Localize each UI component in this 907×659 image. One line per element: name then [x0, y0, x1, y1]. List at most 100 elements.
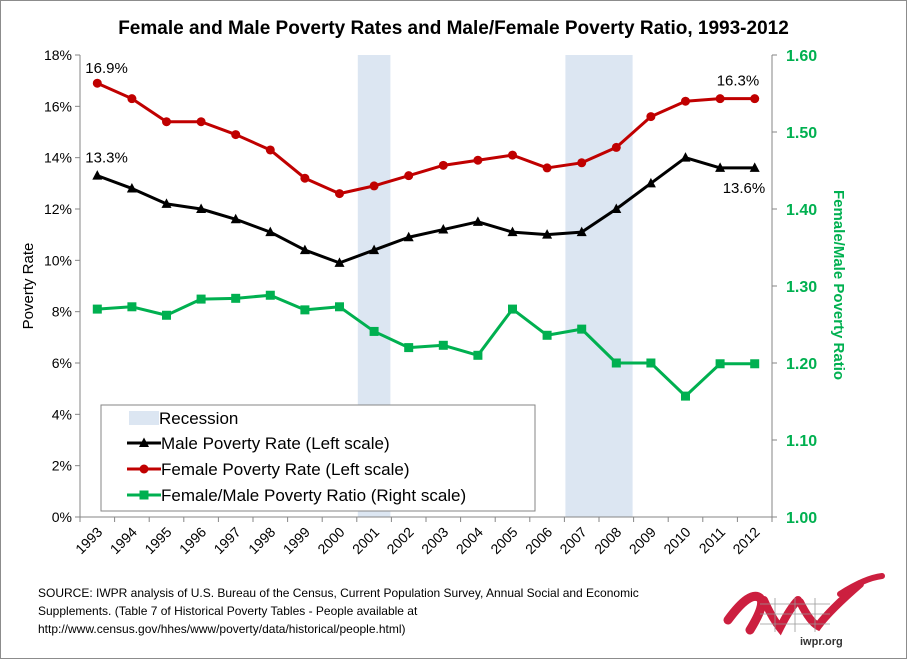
x-axis-tick-label: 1994	[107, 524, 140, 557]
data-label: 16.9%	[85, 60, 128, 77]
data-point-circle	[750, 94, 760, 104]
data-label: 16.3%	[717, 73, 760, 90]
data-point-triangle	[299, 244, 310, 255]
right-axis-tick-label: 1.30	[786, 279, 817, 296]
data-point-circle	[438, 160, 448, 170]
data-point-triangle	[507, 226, 518, 237]
logo-text: iwpr.org	[800, 636, 843, 648]
series-line-triangle	[96, 156, 755, 265]
data-point-square	[681, 391, 690, 401]
legend-label-square: Female/Male Poverty Ratio (Right scale)	[161, 486, 466, 505]
data-label: 13.6%	[723, 180, 766, 197]
data-point-triangle	[611, 203, 622, 213]
x-axis-tick-label: 2012	[729, 524, 762, 557]
x-axis-tick-label: 1997	[210, 524, 243, 557]
data-point-square	[750, 359, 760, 369]
x-axis-tick-label: 2008	[591, 524, 624, 557]
data-point-circle	[196, 117, 206, 127]
data-point-circle	[542, 163, 552, 173]
data-point-triangle	[126, 182, 137, 193]
data-label: 13.3%	[85, 150, 128, 167]
left-axis-tick-label: 14%	[44, 150, 72, 166]
data-point-square	[92, 304, 102, 314]
data-point-square	[646, 358, 656, 368]
data-point-square	[542, 330, 552, 340]
x-axis-tick-label: 2009	[626, 524, 659, 557]
data-point-circle	[162, 117, 171, 127]
data-point-square	[508, 304, 517, 314]
data-point-circle	[335, 189, 344, 199]
data-point-square	[611, 358, 621, 368]
left-axis-tick-label: 2%	[52, 458, 72, 474]
chart-title: Female and Male Poverty Rates and Male/F…	[118, 18, 789, 39]
series-line-square	[97, 293, 755, 398]
data-point-triangle	[576, 226, 587, 237]
data-point-circle	[715, 94, 725, 104]
legend-marker-square	[139, 490, 149, 500]
data-point-triangle	[542, 229, 553, 239]
data-point-square	[196, 294, 206, 304]
legend-label-circle: Female Poverty Rate (Left scale)	[161, 460, 409, 479]
right-axis-tick-label: 1.00	[786, 510, 817, 527]
data-point-circle	[265, 145, 275, 155]
data-point-square	[127, 302, 137, 312]
x-axis-tick-label: 1999	[280, 524, 313, 557]
data-point-triangle	[749, 162, 760, 172]
right-axis-tick-label: 1.40	[786, 202, 817, 219]
data-point-triangle	[472, 216, 483, 226]
data-point-circle	[611, 142, 621, 152]
data-point-triangle	[403, 231, 414, 242]
data-point-square	[438, 340, 448, 350]
source-line: Supplements. (Table 7 of Historical Pove…	[38, 604, 418, 618]
left-axis-tick-label: 10%	[44, 252, 72, 268]
right-axis-tick-label: 1.10	[786, 433, 817, 450]
left-axis-tick-label: 4%	[52, 406, 72, 422]
left-axis-tick-label: 6%	[52, 355, 72, 371]
data-point-circle	[300, 173, 310, 183]
data-point-square	[369, 326, 379, 336]
data-point-circle	[404, 171, 414, 181]
x-axis-tick-label: 2002	[383, 524, 416, 557]
data-point-triangle	[161, 198, 172, 208]
data-point-triangle	[645, 177, 656, 188]
data-point-square	[473, 350, 483, 360]
legend-label-triangle: Male Poverty Rate (Left scale)	[161, 434, 390, 453]
data-point-square	[715, 359, 725, 369]
data-point-circle	[577, 158, 587, 168]
x-axis-tick-label: 1998	[245, 524, 278, 557]
data-point-circle	[127, 94, 137, 104]
source-note: SOURCE: IWPR analysis of U.S. Bureau of …	[38, 584, 718, 638]
x-axis-tick-label: 2010	[660, 524, 693, 557]
data-point-triangle	[334, 257, 345, 267]
x-axis-tick-label: 2007	[556, 524, 589, 557]
left-axis-tick-label: 0%	[52, 509, 72, 525]
x-axis-tick-label: 2005	[487, 524, 520, 557]
x-axis-tick-label: 2000	[314, 524, 347, 557]
x-axis-tick-label: 1996	[176, 524, 209, 557]
data-point-circle	[473, 155, 483, 165]
data-point-square	[577, 324, 587, 334]
legend-marker-triangle	[139, 437, 149, 447]
data-point-circle	[646, 112, 656, 122]
left-axis-tick-label: 16%	[44, 98, 72, 114]
data-point-square	[404, 343, 414, 353]
legend-swatch-recession	[129, 411, 159, 425]
data-point-triangle	[92, 170, 103, 180]
data-point-square	[300, 305, 310, 315]
left-axis-tick-label: 18%	[44, 47, 72, 63]
data-point-triangle	[438, 224, 449, 234]
data-point-square	[162, 310, 171, 320]
x-axis-tick-label: 2011	[696, 524, 729, 557]
data-point-square	[231, 293, 241, 303]
x-axis-tick-label: 2006	[522, 524, 555, 557]
data-point-triangle	[265, 226, 276, 237]
data-point-square	[265, 290, 275, 300]
left-axis-tick-label: 12%	[44, 201, 72, 217]
data-point-square	[335, 302, 344, 312]
x-axis-tick-label: 1995	[141, 524, 174, 557]
right-axis-tick-label: 1.20	[786, 356, 817, 373]
data-point-triangle	[715, 162, 726, 172]
data-point-triangle	[369, 244, 380, 255]
source-line: http://www.census.gov/hhes/www/poverty/d…	[38, 622, 406, 636]
